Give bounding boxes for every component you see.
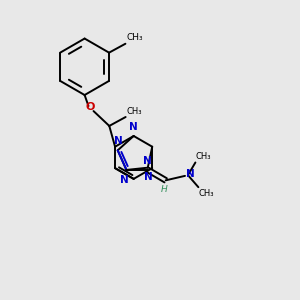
Text: N: N — [129, 122, 137, 132]
Text: O: O — [85, 103, 94, 112]
Text: CH₃: CH₃ — [198, 189, 214, 198]
Text: H: H — [160, 185, 167, 194]
Text: N: N — [120, 176, 129, 185]
Text: CH₃: CH₃ — [126, 33, 143, 42]
Text: N: N — [114, 136, 123, 146]
Text: CH₃: CH₃ — [127, 107, 142, 116]
Text: N: N — [186, 169, 195, 179]
Text: N: N — [143, 156, 152, 166]
Text: CH₃: CH₃ — [195, 152, 211, 161]
Text: N: N — [144, 172, 153, 182]
